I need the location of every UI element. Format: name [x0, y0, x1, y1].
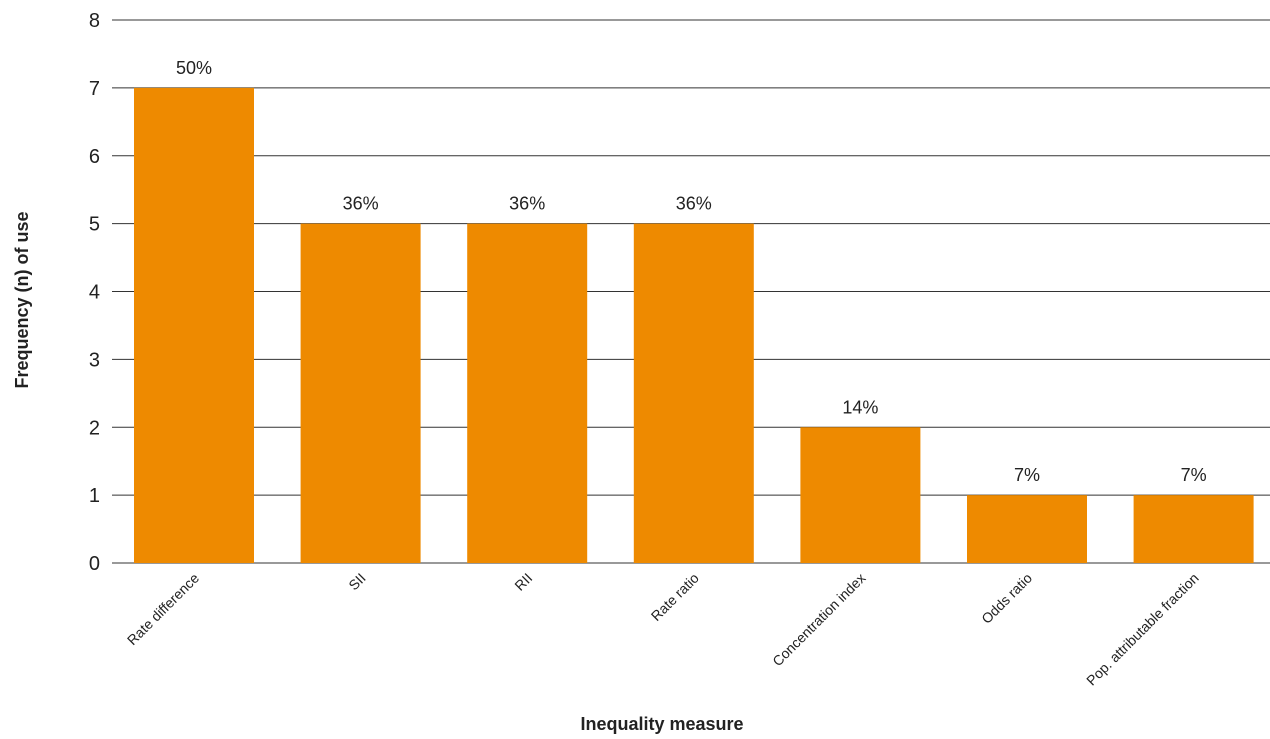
x-tick-label: Rate difference	[124, 570, 202, 648]
bar	[134, 87, 254, 563]
y-tick-label: 3	[89, 349, 100, 371]
y-tick-label: 7	[89, 78, 100, 100]
data-label: 7%	[1014, 465, 1040, 485]
y-tick-label: 4	[89, 282, 100, 304]
bars	[134, 87, 1254, 563]
x-tick-label: Pop. attributable fraction	[1083, 570, 1202, 689]
data-label: 14%	[842, 397, 878, 417]
data-label: 36%	[343, 194, 379, 214]
y-tick-label: 5	[89, 214, 100, 236]
bar	[300, 223, 421, 563]
data-labels: 50% 36% 36% 36% 14% 7% 7%	[176, 58, 1207, 485]
x-tick-label: Odds ratio	[978, 570, 1035, 627]
data-label: 36%	[676, 194, 712, 214]
bar	[633, 223, 754, 563]
y-axis-title: Frequency (n) of use	[12, 211, 32, 388]
bar	[1133, 495, 1254, 563]
bar	[800, 427, 921, 563]
x-tick-label: RII	[511, 570, 535, 594]
data-label: 50%	[176, 58, 212, 78]
x-tick-label: Rate ratio	[648, 570, 702, 624]
x-axis-title: Inequality measure	[580, 714, 743, 734]
x-tick-label: SII	[345, 570, 368, 593]
y-axis-ticks: 0 1 2 3 4 5 6 7 8	[89, 10, 100, 575]
bar	[967, 495, 1087, 563]
y-tick-label: 2	[89, 417, 100, 439]
data-label: 7%	[1181, 465, 1207, 485]
x-axis-ticks: Rate difference SII RII Rate ratio Concentra…	[124, 570, 1202, 689]
data-label: 36%	[509, 194, 545, 214]
y-tick-label: 6	[89, 146, 100, 168]
bar	[467, 223, 588, 563]
y-tick-label: 0	[89, 553, 100, 575]
y-tick-label: 8	[89, 10, 100, 32]
x-tick-label: Concentration index	[769, 570, 868, 669]
y-tick-label: 1	[89, 485, 100, 507]
